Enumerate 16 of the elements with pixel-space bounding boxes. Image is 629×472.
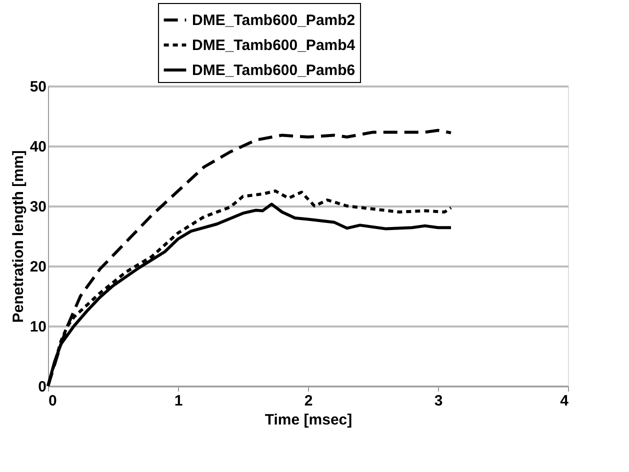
y-tick-label: 30	[30, 198, 46, 216]
legend-label: DME_Tamb600_Pamb4	[192, 37, 356, 54]
y-tick-label: 40	[30, 138, 46, 156]
x-tick-label: 1	[174, 392, 183, 410]
y-tick-label: 50	[30, 78, 46, 96]
x-tick-label: 4	[560, 392, 570, 410]
y-tick-label: 10	[30, 318, 46, 336]
x-tick-label: 3	[434, 392, 443, 410]
x-axis-title: Time [msec]	[264, 412, 352, 428]
y-tick-label: 20	[30, 258, 46, 276]
legend-label: DME_Tamb600_Pamb6	[192, 62, 356, 79]
x-tick-label: 2	[304, 392, 313, 410]
y-tick-label: 0	[38, 378, 46, 396]
x-tick-label: 0	[48, 392, 57, 410]
y-axis-title: Penetration length [mm]	[10, 150, 27, 323]
legend-label: DME_Tamb600_Pamb2	[192, 12, 356, 29]
